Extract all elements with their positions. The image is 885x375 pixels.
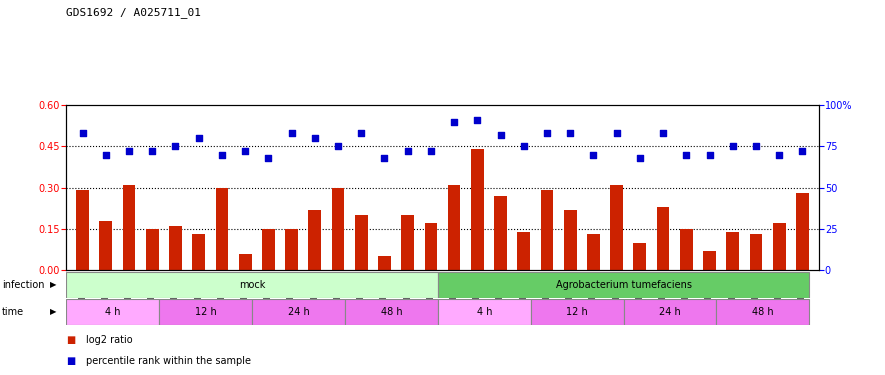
Point <box>354 130 368 136</box>
Bar <box>703 251 716 270</box>
Point <box>238 148 252 154</box>
Point <box>494 132 508 138</box>
Bar <box>425 223 437 270</box>
Bar <box>146 229 158 270</box>
Bar <box>717 299 810 325</box>
Bar <box>262 229 274 270</box>
Bar <box>159 299 252 325</box>
Point <box>215 152 229 157</box>
Point <box>122 148 136 154</box>
Point <box>540 130 554 136</box>
Bar <box>66 299 159 325</box>
Point <box>563 130 577 136</box>
Bar <box>773 223 786 270</box>
Bar <box>401 215 414 270</box>
Text: ▶: ▶ <box>50 280 57 290</box>
Text: infection: infection <box>2 280 44 290</box>
Point <box>656 130 670 136</box>
Bar <box>66 272 438 298</box>
Bar <box>680 229 693 270</box>
Point <box>447 118 461 124</box>
Text: ■: ■ <box>66 356 75 366</box>
Bar <box>494 196 507 270</box>
Point <box>331 143 345 149</box>
Bar <box>587 234 600 270</box>
Point <box>192 135 206 141</box>
Point <box>772 152 786 157</box>
Point <box>168 143 182 149</box>
Bar <box>123 185 135 270</box>
Point <box>401 148 415 154</box>
Bar <box>611 185 623 270</box>
Bar <box>564 210 577 270</box>
Text: percentile rank within the sample: percentile rank within the sample <box>86 356 250 366</box>
Bar <box>76 190 89 270</box>
Bar <box>518 231 530 270</box>
Text: Agrobacterium tumefaciens: Agrobacterium tumefaciens <box>556 280 691 290</box>
Bar <box>239 254 251 270</box>
Text: log2 ratio: log2 ratio <box>86 335 133 345</box>
Bar <box>355 215 367 270</box>
Point <box>99 152 113 157</box>
Bar <box>285 229 298 270</box>
Point <box>145 148 159 154</box>
Point <box>517 143 531 149</box>
Bar <box>796 193 809 270</box>
Bar <box>252 299 345 325</box>
Point <box>633 155 647 161</box>
Text: time: time <box>2 307 24 317</box>
Point <box>587 152 601 157</box>
Point <box>424 148 438 154</box>
Bar <box>634 243 646 270</box>
Bar <box>438 272 810 298</box>
Point <box>470 117 484 123</box>
Text: 24 h: 24 h <box>659 307 681 317</box>
Point <box>703 152 717 157</box>
Bar <box>727 231 739 270</box>
Bar <box>216 188 228 270</box>
Bar <box>345 299 438 325</box>
Point <box>284 130 298 136</box>
Bar <box>471 149 484 270</box>
Text: 48 h: 48 h <box>752 307 773 317</box>
Bar <box>531 299 624 325</box>
Point <box>679 152 693 157</box>
Point <box>308 135 322 141</box>
Bar <box>332 188 344 270</box>
Point <box>749 143 763 149</box>
Text: ▶: ▶ <box>50 308 57 316</box>
Point <box>726 143 740 149</box>
Text: 48 h: 48 h <box>381 307 403 317</box>
Bar <box>308 210 321 270</box>
Bar <box>448 185 460 270</box>
Point <box>796 148 810 154</box>
Bar <box>657 207 669 270</box>
Point <box>377 155 391 161</box>
Bar <box>99 220 112 270</box>
Bar <box>192 234 205 270</box>
Point <box>261 155 275 161</box>
Text: 12 h: 12 h <box>195 307 217 317</box>
Point <box>610 130 624 136</box>
Text: mock: mock <box>239 280 266 290</box>
Text: GDS1692 / A025711_01: GDS1692 / A025711_01 <box>66 8 202 18</box>
Bar <box>169 226 182 270</box>
Bar <box>750 234 762 270</box>
Text: 4 h: 4 h <box>476 307 492 317</box>
Bar <box>378 256 391 270</box>
Text: 4 h: 4 h <box>105 307 120 317</box>
Bar <box>624 299 717 325</box>
Text: 12 h: 12 h <box>566 307 588 317</box>
Bar <box>541 190 553 270</box>
Text: ■: ■ <box>66 335 75 345</box>
Text: 24 h: 24 h <box>288 307 310 317</box>
Point <box>75 130 89 136</box>
Bar <box>438 299 531 325</box>
